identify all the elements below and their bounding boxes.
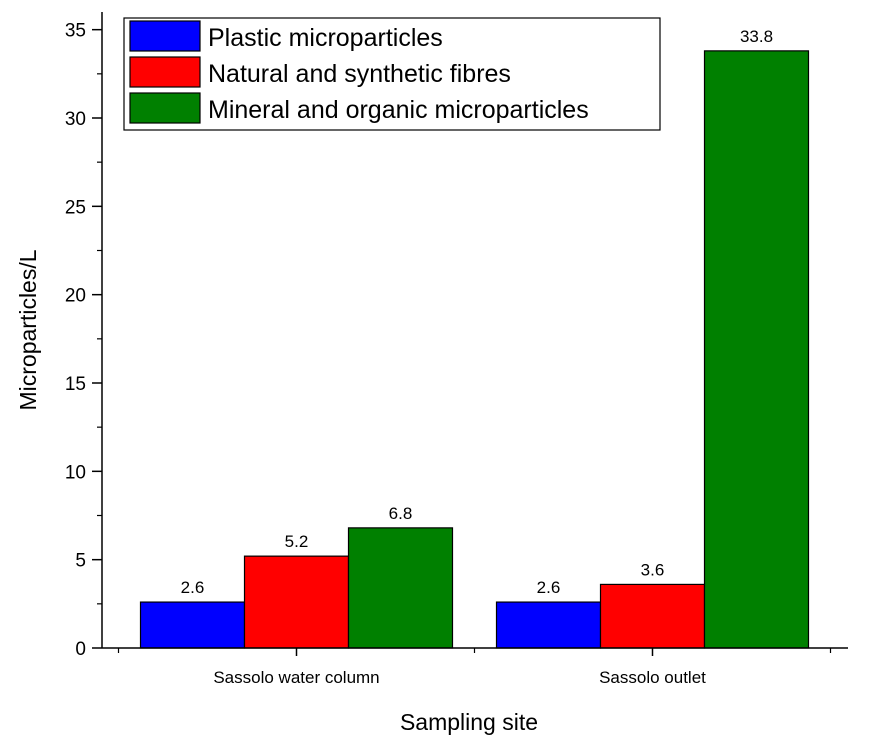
bars-layer	[139, 50, 810, 649]
data-label: 6.8	[389, 504, 413, 523]
x-tick-label: Sassolo water column	[213, 668, 379, 687]
data-label: 2.6	[537, 578, 561, 597]
x-tick-label: Sassolo outlet	[599, 668, 706, 687]
y-tick-label: 20	[65, 286, 86, 307]
legend-items: Plastic microparticles Natural and synthe…	[129, 20, 589, 124]
legend-swatch	[129, 20, 201, 52]
y-tick-label: 35	[65, 21, 86, 42]
y-axis-title: Microparticles/L	[15, 249, 41, 410]
data-label: 5.2	[285, 532, 309, 551]
legend-swatch	[129, 92, 201, 124]
y-tick-label: 0	[75, 639, 86, 660]
y-tick-label: 30	[65, 109, 86, 130]
bar	[139, 601, 246, 649]
x-ticks-layer: Sassolo water column Sassolo outlet	[117, 648, 832, 687]
data-label: 2.6	[181, 578, 205, 597]
y-tick-label: 25	[65, 197, 86, 218]
data-label: 3.6	[641, 560, 665, 579]
bar	[703, 50, 810, 649]
data-labels-layer: 2.6 5.2 6.8 2.6 3.6 33.8	[181, 27, 773, 597]
bar	[599, 583, 706, 649]
bar	[243, 555, 350, 649]
y-tick-label: 10	[65, 462, 86, 483]
legend-label: Natural and synthetic fibres	[208, 60, 511, 88]
bar	[495, 601, 602, 649]
y-tick-label: 15	[65, 374, 86, 395]
y-tick-label: 5	[75, 551, 86, 572]
legend-box	[123, 17, 661, 131]
bar	[347, 527, 454, 649]
legend-label: Plastic microparticles	[208, 24, 443, 52]
legend-swatch	[129, 56, 201, 88]
y-ticks-layer: 0 5 10 15 20 25 30 35	[65, 21, 102, 660]
data-label: 33.8	[740, 27, 773, 46]
legend-label: Mineral and organic microparticles	[208, 96, 589, 124]
x-axis-title: Sampling site	[400, 709, 538, 735]
legend: Plastic microparticles Natural and synthe…	[123, 17, 661, 131]
